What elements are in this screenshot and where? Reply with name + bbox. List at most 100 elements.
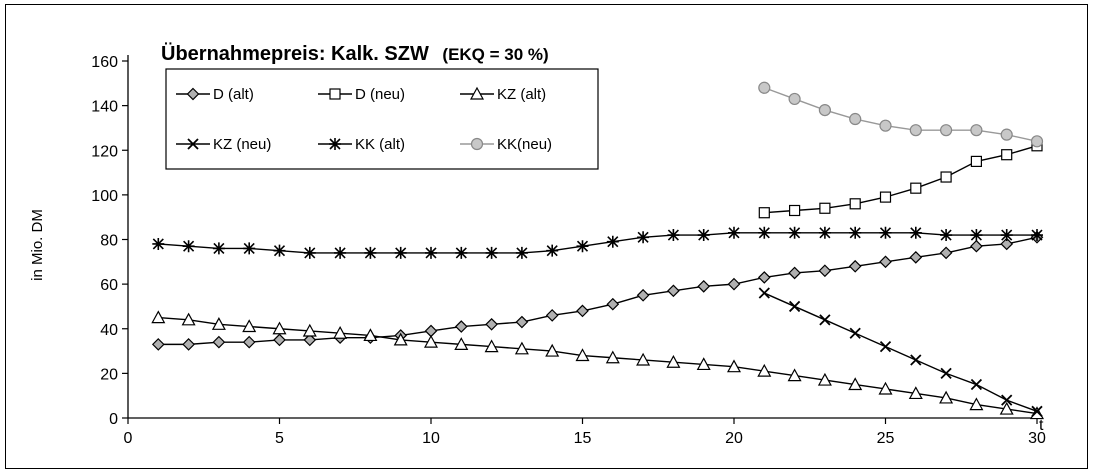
chart-title-main: Übernahmepreis: Kalk. SZW (EKQ = 30 %) (161, 42, 549, 65)
data-point-kk-alt (334, 246, 347, 259)
data-point-kz-alt (423, 334, 439, 348)
chart-title: Übernahmepreis: Kalk. SZW (EKQ = 30 %) (161, 42, 549, 65)
x-tick-label: 30 (1028, 430, 1046, 447)
data-point-d-neu (970, 155, 983, 168)
data-point-d-alt (848, 259, 862, 273)
legend-label: D (neu) (355, 86, 405, 103)
data-point-kz-alt (575, 348, 590, 362)
data-point-kz-alt (817, 372, 832, 386)
data-point-kz-alt (333, 325, 348, 339)
data-point-d-neu (849, 198, 861, 210)
data-point-d-alt (909, 251, 923, 264)
data-point-kz-alt (514, 341, 529, 355)
data-point-kk-alt (970, 229, 983, 242)
data-point-kk-alt (818, 226, 831, 239)
data-point-kk-alt (728, 226, 740, 239)
line-chart: 0 20 40 60 80 100 120 140 160 0 5 10 15 20 25 30 Überna… (29, 42, 1046, 447)
data-point-d-alt (970, 239, 983, 253)
data-point-d-neu (788, 204, 801, 217)
data-point-d-alt (576, 304, 589, 318)
data-point-d-alt (667, 284, 680, 298)
chart-frame: 0 20 40 60 80 100 120 140 160 0 5 10 15 20 25 30 Überna… (5, 4, 1088, 469)
y-tick-label: 80 (100, 233, 118, 250)
legend-label: KZ (alt) (497, 86, 546, 103)
legend-box (165, 68, 599, 170)
series-kz-neu (758, 287, 1043, 417)
legend-marker-kk-alt (329, 138, 341, 150)
data-point-kz-alt (545, 343, 560, 357)
series-kz-alt (151, 310, 1045, 420)
legend-label: KZ (neu) (213, 136, 271, 153)
data-point-kz-alt (878, 381, 893, 395)
data-point-d-neu (879, 191, 892, 203)
legend-entry-kz-alt: KZ (alt) (460, 86, 546, 103)
y-tick-label: 160 (91, 54, 118, 71)
data-point-d-alt (485, 317, 498, 331)
data-point-d-alt (818, 264, 832, 278)
data-point-kz-alt (151, 310, 166, 324)
axes: 0 20 40 60 80 100 120 140 160 0 5 10 15 20 25 30 (91, 54, 1046, 447)
data-point-kk-alt (182, 240, 195, 253)
data-point-kk-alt (606, 235, 619, 248)
series-d-neu (758, 140, 1043, 219)
y-tick-label: 0 (109, 411, 118, 428)
x-tick-label: 0 (124, 430, 133, 447)
series-line-kk-alt (158, 232, 1037, 254)
series-layer (151, 81, 1045, 420)
series-line-d-alt (158, 236, 1038, 346)
data-point-d-neu (940, 171, 952, 183)
y-tick-label: 60 (100, 277, 118, 294)
data-point-kz-alt (211, 317, 226, 330)
data-point-kk-neu (1000, 128, 1013, 141)
data-point-kz-alt (969, 397, 984, 411)
data-point-d-alt (757, 271, 771, 284)
data-point-d-neu (1001, 149, 1013, 161)
x-tick-label: 15 (574, 430, 592, 447)
data-point-kz-alt (636, 352, 651, 366)
data-point-kk-neu (818, 103, 832, 117)
y-axis-label: in Mio. DM (29, 209, 46, 281)
data-point-d-alt (212, 335, 226, 349)
data-point-kk-neu (939, 124, 953, 137)
data-point-kz-alt (181, 312, 196, 326)
legend: D (alt) D (neu) KZ (alt) KZ (neu) KK (alt) KK… (165, 68, 599, 170)
data-point-d-alt (606, 297, 620, 311)
data-point-kz-neu (788, 300, 801, 313)
data-point-kz-alt (696, 357, 711, 371)
legend-marker-kz-neu (187, 138, 199, 150)
y-tick-label: 20 (100, 366, 118, 383)
data-point-kk-alt (788, 226, 801, 239)
data-point-d-alt (636, 288, 650, 302)
data-point-d-alt (273, 333, 286, 347)
data-point-kz-neu (879, 340, 892, 353)
legend-entry-kz-neu: KZ (neu) (176, 136, 271, 153)
data-point-kk-neu (788, 92, 801, 106)
legend-entry-d-alt: D (alt) (176, 86, 254, 103)
data-point-kz-alt (272, 321, 287, 335)
data-point-kz-alt (787, 368, 802, 382)
data-point-d-neu (758, 207, 770, 219)
legend-entry-d-neu: D (neu) (318, 86, 405, 103)
legend-marker-d-neu (329, 88, 341, 100)
data-point-kz-neu (758, 287, 770, 299)
data-point-kk-alt (394, 246, 407, 259)
data-point-kk-alt (152, 237, 165, 250)
data-point-kk-alt (243, 242, 256, 255)
legend-label: KK(neu) (497, 136, 552, 153)
data-point-kk-alt (576, 240, 589, 253)
data-point-kz-alt (302, 323, 317, 337)
legend-label: D (alt) (213, 86, 254, 103)
data-point-kk-alt (515, 246, 528, 259)
data-point-kk-alt (425, 246, 437, 259)
data-point-kz-alt (848, 377, 863, 391)
data-point-kk-alt (697, 229, 710, 242)
series-kk-neu (758, 81, 1044, 148)
x-tick-label: 5 (275, 430, 284, 447)
data-point-d-alt (303, 333, 317, 347)
data-point-d-alt (697, 280, 711, 293)
data-point-d-alt (454, 320, 468, 333)
data-point-kz-neu (1031, 405, 1043, 417)
data-point-d-alt (939, 246, 953, 260)
data-point-d-alt (515, 315, 529, 329)
data-point-kk-alt (637, 231, 650, 244)
